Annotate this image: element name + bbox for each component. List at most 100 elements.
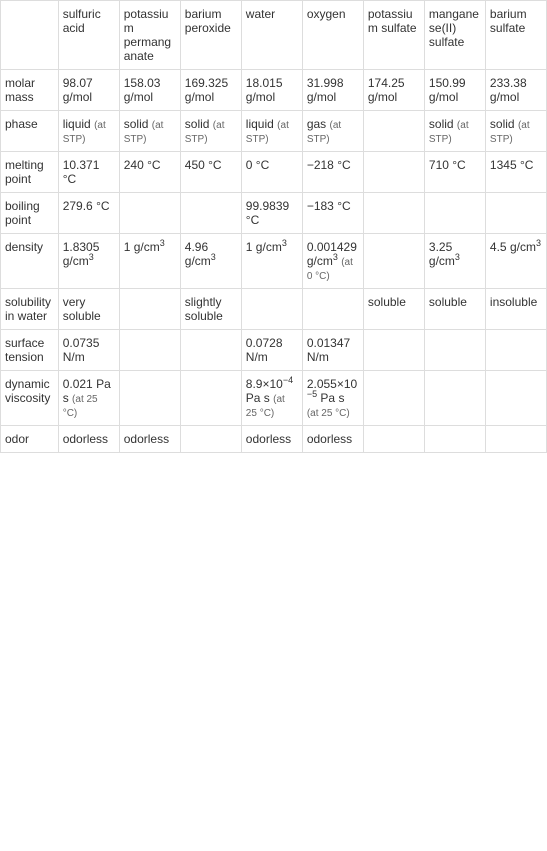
cell-main: 2.055×10−5 Pa s bbox=[307, 377, 357, 405]
cell-main: 1 g/cm3 bbox=[124, 240, 165, 254]
header-row: sulfuric acid potassium permanganate bar… bbox=[1, 1, 547, 70]
table-cell: 1 g/cm3 bbox=[241, 234, 302, 289]
table-cell bbox=[424, 426, 485, 453]
table-cell bbox=[241, 289, 302, 330]
properties-table: sulfuric acid potassium permanganate bar… bbox=[0, 0, 547, 453]
cell-main: solid bbox=[490, 117, 515, 131]
table-cell bbox=[485, 371, 546, 426]
table-cell bbox=[119, 289, 180, 330]
table-cell: 98.07 g/mol bbox=[58, 70, 119, 111]
corner-cell bbox=[1, 1, 59, 70]
cell-main: 3.25 g/cm3 bbox=[429, 240, 460, 268]
table-body: molar mass98.07 g/mol158.03 g/mol169.325… bbox=[1, 70, 547, 453]
table-cell: 4.5 g/cm3 bbox=[485, 234, 546, 289]
col-header: potassium sulfate bbox=[363, 1, 424, 70]
table-cell bbox=[485, 426, 546, 453]
table-cell: 233.38 g/mol bbox=[485, 70, 546, 111]
col-header: water bbox=[241, 1, 302, 70]
table-cell: −218 °C bbox=[302, 152, 363, 193]
cell-main: 1.8305 g/cm3 bbox=[63, 240, 100, 268]
table-row: odorodorlessodorlessodorlessodorless bbox=[1, 426, 547, 453]
table-cell: 1 g/cm3 bbox=[119, 234, 180, 289]
table-cell bbox=[424, 193, 485, 234]
table-cell: 174.25 g/mol bbox=[363, 70, 424, 111]
table-cell: 99.9839 °C bbox=[241, 193, 302, 234]
cell-main: 4.96 g/cm3 bbox=[185, 240, 216, 268]
table-row: phaseliquid (at STP)solid (at STP)solid … bbox=[1, 111, 547, 152]
table-cell: solid (at STP) bbox=[119, 111, 180, 152]
table-cell: solid (at STP) bbox=[424, 111, 485, 152]
table-cell: 710 °C bbox=[424, 152, 485, 193]
table-cell: odorless bbox=[241, 426, 302, 453]
table-cell: 18.015 g/mol bbox=[241, 70, 302, 111]
table-cell: 0.01347 N/m bbox=[302, 330, 363, 371]
row-header: boiling point bbox=[1, 193, 59, 234]
table-row: solubility in watervery soluble slightly … bbox=[1, 289, 547, 330]
table-cell: soluble bbox=[363, 289, 424, 330]
col-header: potassium permanganate bbox=[119, 1, 180, 70]
table-cell: liquid (at STP) bbox=[58, 111, 119, 152]
table-cell: gas (at STP) bbox=[302, 111, 363, 152]
table-cell: 0.021 Pa s (at 25 °C) bbox=[58, 371, 119, 426]
table-cell: insoluble bbox=[485, 289, 546, 330]
table-cell: 31.998 g/mol bbox=[302, 70, 363, 111]
table-cell: 158.03 g/mol bbox=[119, 70, 180, 111]
table-cell bbox=[119, 330, 180, 371]
table-cell bbox=[363, 371, 424, 426]
table-cell bbox=[363, 111, 424, 152]
table-row: density1.8305 g/cm3 1 g/cm3 4.96 g/cm3 1 g/… bbox=[1, 234, 547, 289]
table-cell bbox=[180, 371, 241, 426]
table-cell: 8.9×10−4 Pa s (at 25 °C) bbox=[241, 371, 302, 426]
cell-main: gas bbox=[307, 117, 326, 131]
row-header: phase bbox=[1, 111, 59, 152]
table-cell: odorless bbox=[58, 426, 119, 453]
table-cell: liquid (at STP) bbox=[241, 111, 302, 152]
cell-main: solid bbox=[429, 117, 454, 131]
table-cell: 1345 °C bbox=[485, 152, 546, 193]
table-cell bbox=[119, 193, 180, 234]
table-cell: 240 °C bbox=[119, 152, 180, 193]
table-cell: odorless bbox=[119, 426, 180, 453]
table-cell bbox=[363, 426, 424, 453]
table-cell bbox=[363, 193, 424, 234]
row-header: odor bbox=[1, 426, 59, 453]
table-cell: solid (at STP) bbox=[485, 111, 546, 152]
table-cell: slightly soluble bbox=[180, 289, 241, 330]
cell-main: solid bbox=[185, 117, 210, 131]
table-cell: very soluble bbox=[58, 289, 119, 330]
cell-main: 4.5 g/cm3 bbox=[490, 240, 541, 254]
table-cell bbox=[119, 371, 180, 426]
row-header: density bbox=[1, 234, 59, 289]
cell-main: solid bbox=[124, 117, 149, 131]
table-cell: 0.0735 N/m bbox=[58, 330, 119, 371]
table-cell: 169.325 g/mol bbox=[180, 70, 241, 111]
col-header: oxygen bbox=[302, 1, 363, 70]
table-cell bbox=[180, 330, 241, 371]
table-cell bbox=[485, 193, 546, 234]
row-header: surface tension bbox=[1, 330, 59, 371]
cell-main: 1 g/cm3 bbox=[246, 240, 287, 254]
col-header: sulfuric acid bbox=[58, 1, 119, 70]
table-cell bbox=[363, 152, 424, 193]
col-header: barium sulfate bbox=[485, 1, 546, 70]
table-cell: 0.001429 g/cm3 (at 0 °C) bbox=[302, 234, 363, 289]
table-cell: solid (at STP) bbox=[180, 111, 241, 152]
table-row: dynamic viscosity0.021 Pa s (at 25 °C)8.… bbox=[1, 371, 547, 426]
table-row: surface tension0.0735 N/m0.0728 N/m0.013… bbox=[1, 330, 547, 371]
table-cell bbox=[424, 330, 485, 371]
table-cell: 0 °C bbox=[241, 152, 302, 193]
table-cell: 2.055×10−5 Pa s (at 25 °C) bbox=[302, 371, 363, 426]
table-cell bbox=[485, 330, 546, 371]
cell-main: liquid bbox=[63, 117, 91, 131]
row-header: molar mass bbox=[1, 70, 59, 111]
col-header: barium peroxide bbox=[180, 1, 241, 70]
row-header: solubility in water bbox=[1, 289, 59, 330]
table-cell bbox=[180, 193, 241, 234]
table-cell: 450 °C bbox=[180, 152, 241, 193]
col-header: manganese(II) sulfate bbox=[424, 1, 485, 70]
table-cell: 1.8305 g/cm3 bbox=[58, 234, 119, 289]
row-header: melting point bbox=[1, 152, 59, 193]
table-cell: 150.99 g/mol bbox=[424, 70, 485, 111]
cell-sub: (at 25 °C) bbox=[307, 408, 350, 419]
table-cell bbox=[302, 289, 363, 330]
